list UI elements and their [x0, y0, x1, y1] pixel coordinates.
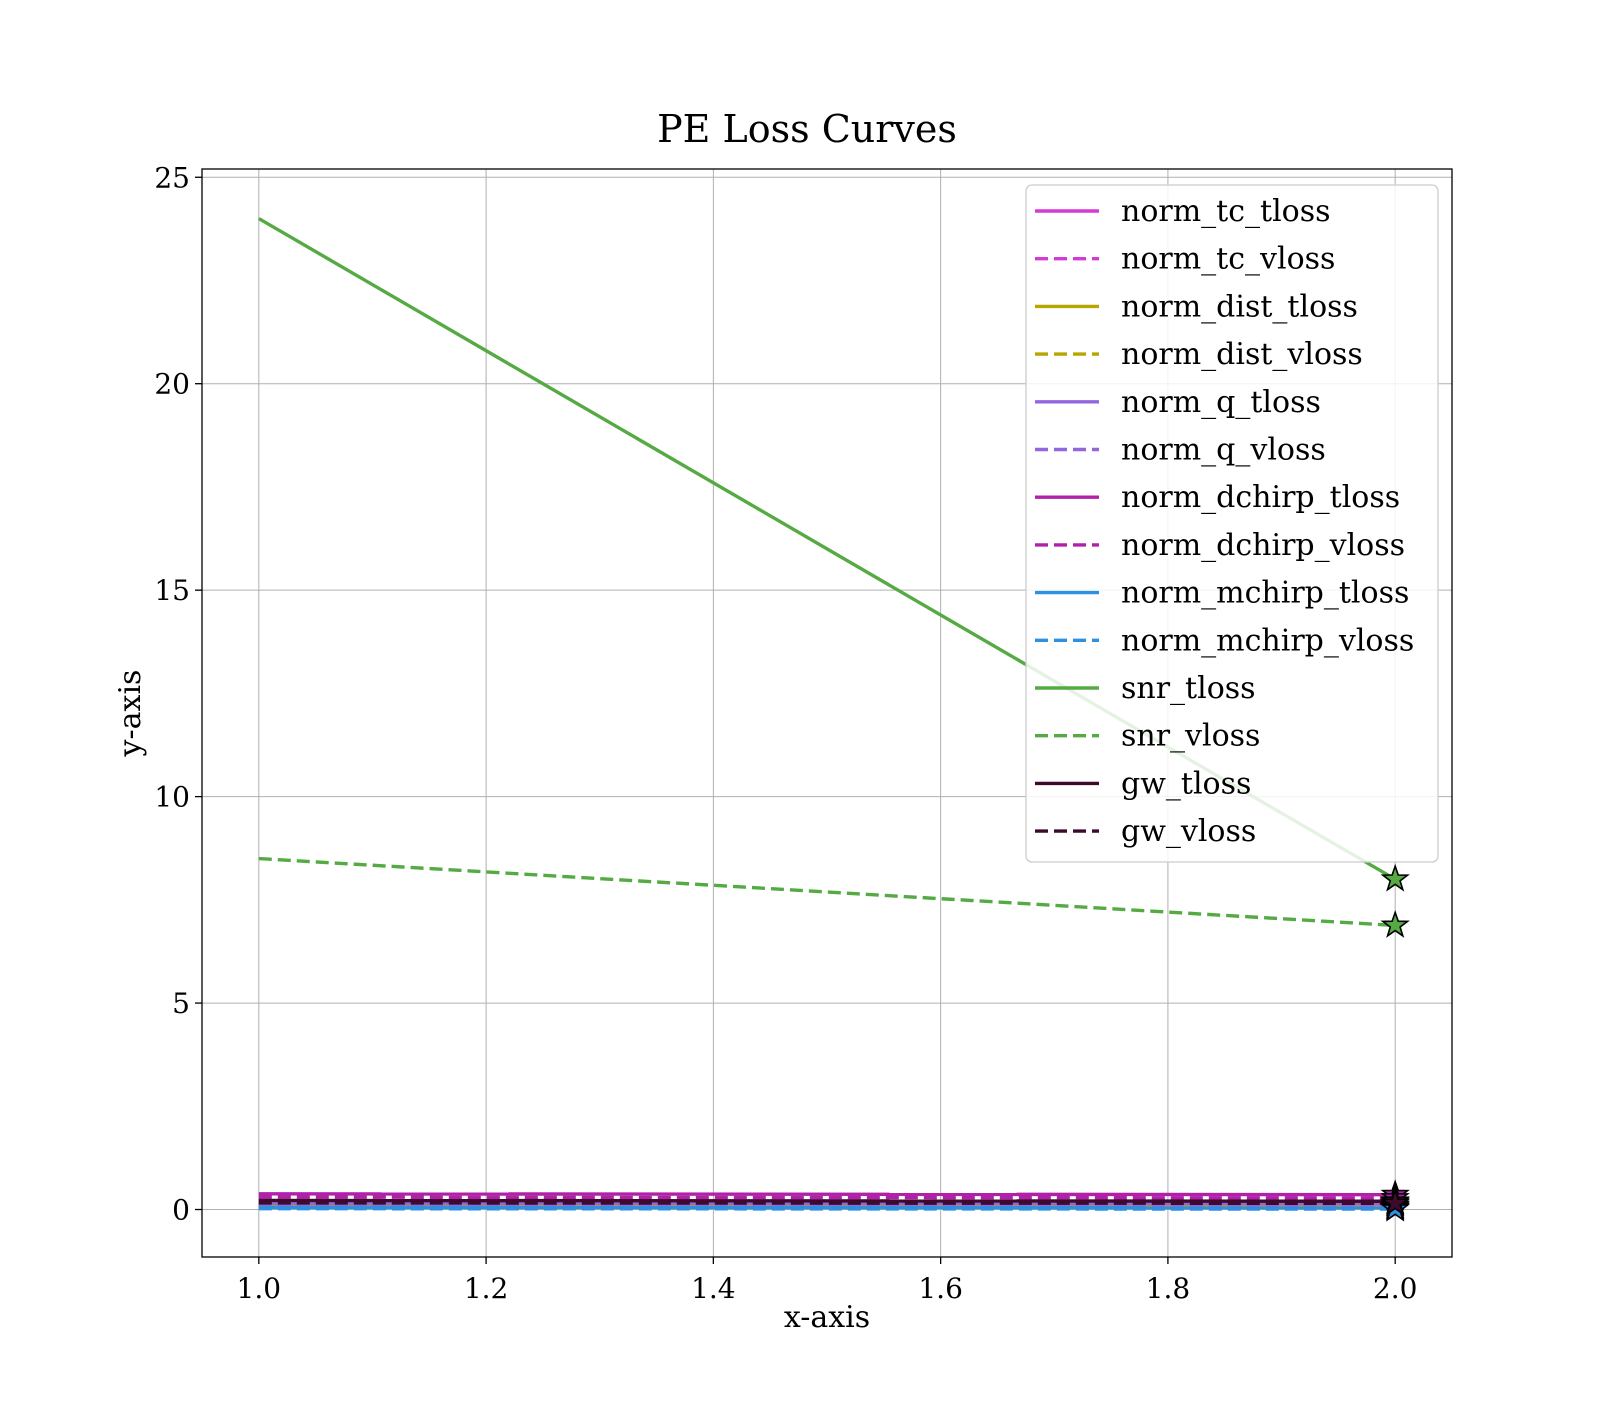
legend: norm_tc_tloss norm_tc_vloss norm_dist_tlos…	[1026, 185, 1438, 862]
legend-label-snr_tloss: snr_tloss	[1121, 671, 1256, 706]
series-line-norm_dchirp_tloss	[259, 1194, 1395, 1195]
legend-label-norm_mchirp_vloss: norm_mchirp_vloss	[1121, 623, 1414, 658]
y-tick-label: 20	[154, 368, 190, 401]
legend-label-norm_dchirp_vloss: norm_dchirp_vloss	[1121, 528, 1405, 563]
y-tick-label: 0	[172, 1194, 190, 1227]
legend-label-norm_q_vloss: norm_q_vloss	[1121, 433, 1326, 468]
legend-label-norm_q_tloss: norm_q_tloss	[1121, 385, 1321, 420]
series-line-gw_tloss	[259, 1200, 1395, 1201]
x-tick-label: 2.0	[1373, 1272, 1418, 1305]
legend-label-norm_tc_vloss: norm_tc_vloss	[1121, 242, 1335, 277]
x-tick-label: 1.2	[464, 1272, 509, 1305]
legend-label-gw_tloss: gw_tloss	[1121, 766, 1251, 801]
legend-label-norm_mchirp_tloss: norm_mchirp_tloss	[1121, 576, 1409, 611]
legend-label-norm_dist_tloss: norm_dist_tloss	[1121, 289, 1358, 324]
legend-label-norm_tc_tloss: norm_tc_tloss	[1121, 194, 1331, 229]
x-axis-label: x-axis	[784, 1300, 870, 1335]
legend-box	[1026, 185, 1438, 862]
x-tick-label: 1.8	[1146, 1272, 1191, 1305]
y-tick-label: 25	[154, 161, 190, 194]
x-tick-label: 1.4	[691, 1272, 736, 1305]
chart-title: PE Loss Curves	[657, 107, 957, 151]
legend-label-snr_vloss: snr_vloss	[1121, 719, 1260, 754]
legend-label-norm_dist_vloss: norm_dist_vloss	[1121, 337, 1363, 372]
x-tick-label: 1.0	[237, 1272, 282, 1305]
y-tick-label: 15	[154, 574, 190, 607]
x-tick-label: 1.6	[918, 1272, 963, 1305]
y-tick-label: 10	[154, 781, 190, 814]
legend-label-gw_vloss: gw_vloss	[1121, 814, 1256, 849]
y-tick-label: 5	[172, 987, 190, 1020]
legend-label-norm_dchirp_tloss: norm_dchirp_tloss	[1121, 480, 1400, 515]
y-axis-label: y-axis	[113, 670, 148, 758]
